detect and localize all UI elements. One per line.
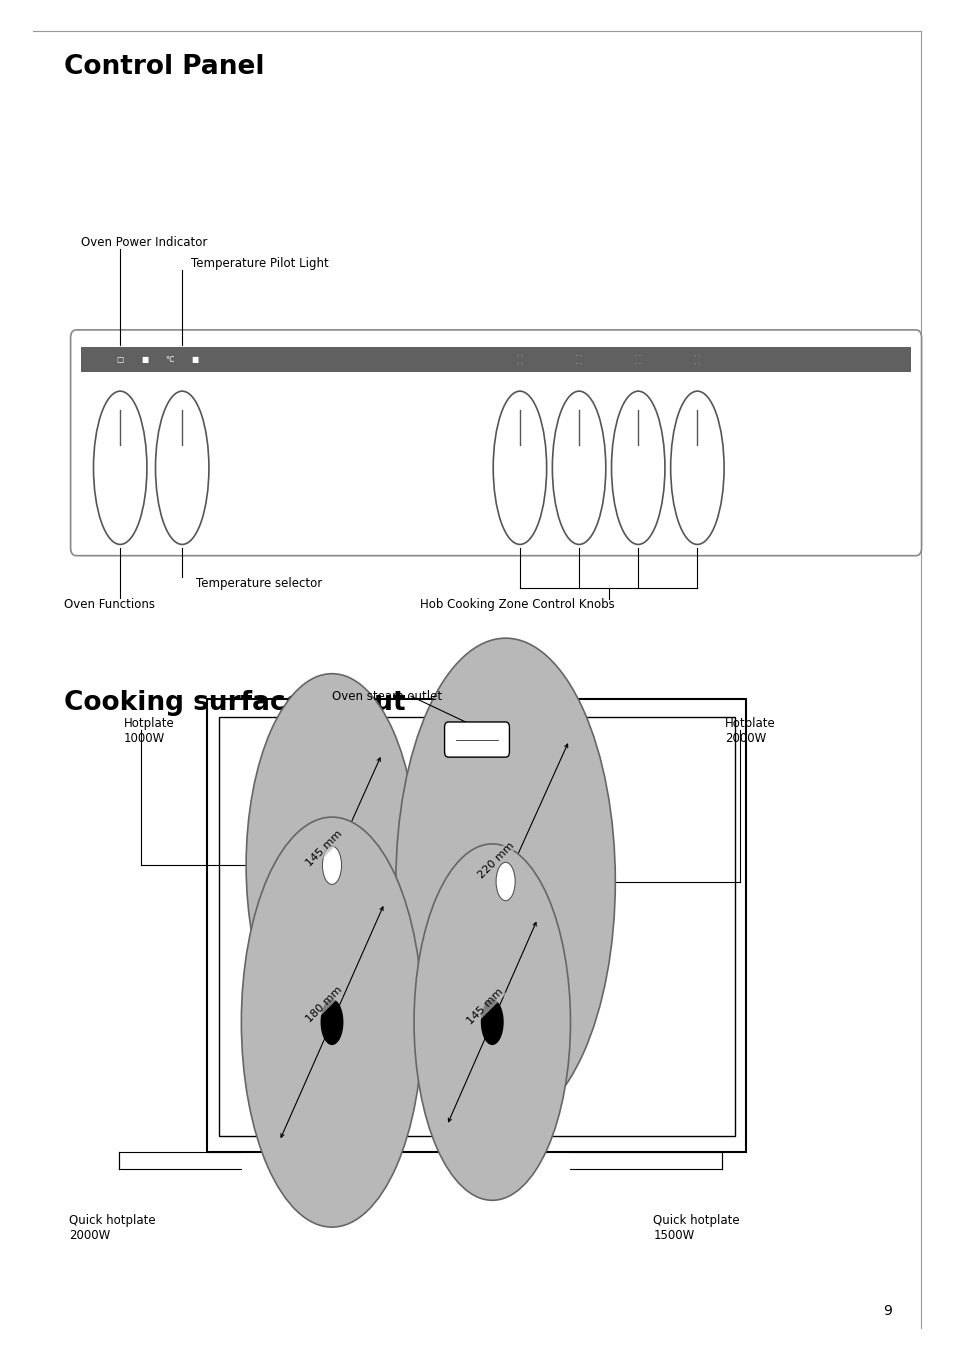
Ellipse shape <box>395 638 615 1125</box>
Text: Quick hotplate
2000W: Quick hotplate 2000W <box>69 1214 155 1242</box>
Bar <box>219 717 734 1136</box>
Ellipse shape <box>414 844 570 1201</box>
Text: ℃: ℃ <box>165 356 174 364</box>
Ellipse shape <box>611 391 664 545</box>
Text: Oven Functions: Oven Functions <box>64 598 154 611</box>
Text: · ·: · · <box>517 353 522 358</box>
Text: 220 mm: 220 mm <box>476 841 516 880</box>
Text: Control Panel: Control Panel <box>64 54 264 80</box>
Ellipse shape <box>241 817 422 1228</box>
Text: Hob Cooking Zone Control Knobs: Hob Cooking Zone Control Knobs <box>419 598 614 611</box>
Text: · ·: · · <box>576 361 581 366</box>
Text: · ·: · · <box>635 353 640 358</box>
Text: · ·: · · <box>517 361 522 366</box>
FancyBboxPatch shape <box>444 722 509 757</box>
Ellipse shape <box>496 863 515 900</box>
Ellipse shape <box>320 999 343 1045</box>
Ellipse shape <box>493 391 546 545</box>
Text: · ·: · · <box>694 361 700 366</box>
Text: Quick hotplate
1500W: Quick hotplate 1500W <box>653 1214 740 1242</box>
Text: Hotplate
1000W: Hotplate 1000W <box>124 717 174 745</box>
Bar <box>81 347 910 372</box>
Text: Oven Power Indicator: Oven Power Indicator <box>81 235 207 249</box>
Ellipse shape <box>93 391 147 545</box>
Ellipse shape <box>670 391 723 545</box>
Text: 145 mm: 145 mm <box>304 829 344 868</box>
Ellipse shape <box>552 391 605 545</box>
Ellipse shape <box>480 999 503 1045</box>
Text: Cooking surface layout: Cooking surface layout <box>64 690 405 715</box>
Ellipse shape <box>322 846 341 884</box>
Text: 145 mm: 145 mm <box>465 987 505 1026</box>
Text: ■: ■ <box>141 356 149 364</box>
Ellipse shape <box>246 673 417 1057</box>
Text: Oven steam outlet: Oven steam outlet <box>332 690 441 703</box>
Text: · ·: · · <box>635 361 640 366</box>
FancyBboxPatch shape <box>71 330 921 556</box>
Text: □: □ <box>116 356 124 364</box>
FancyBboxPatch shape <box>207 699 745 1152</box>
Text: Hotplate
2000W: Hotplate 2000W <box>724 717 775 745</box>
Text: · ·: · · <box>694 353 700 358</box>
Text: · ·: · · <box>576 353 581 358</box>
Text: Temperature selector: Temperature selector <box>195 577 321 591</box>
Text: 180 mm: 180 mm <box>304 984 344 1025</box>
Text: ■: ■ <box>191 356 198 364</box>
Text: 9: 9 <box>882 1305 891 1318</box>
Ellipse shape <box>155 391 209 545</box>
Text: Temperature Pilot Light: Temperature Pilot Light <box>191 257 328 270</box>
